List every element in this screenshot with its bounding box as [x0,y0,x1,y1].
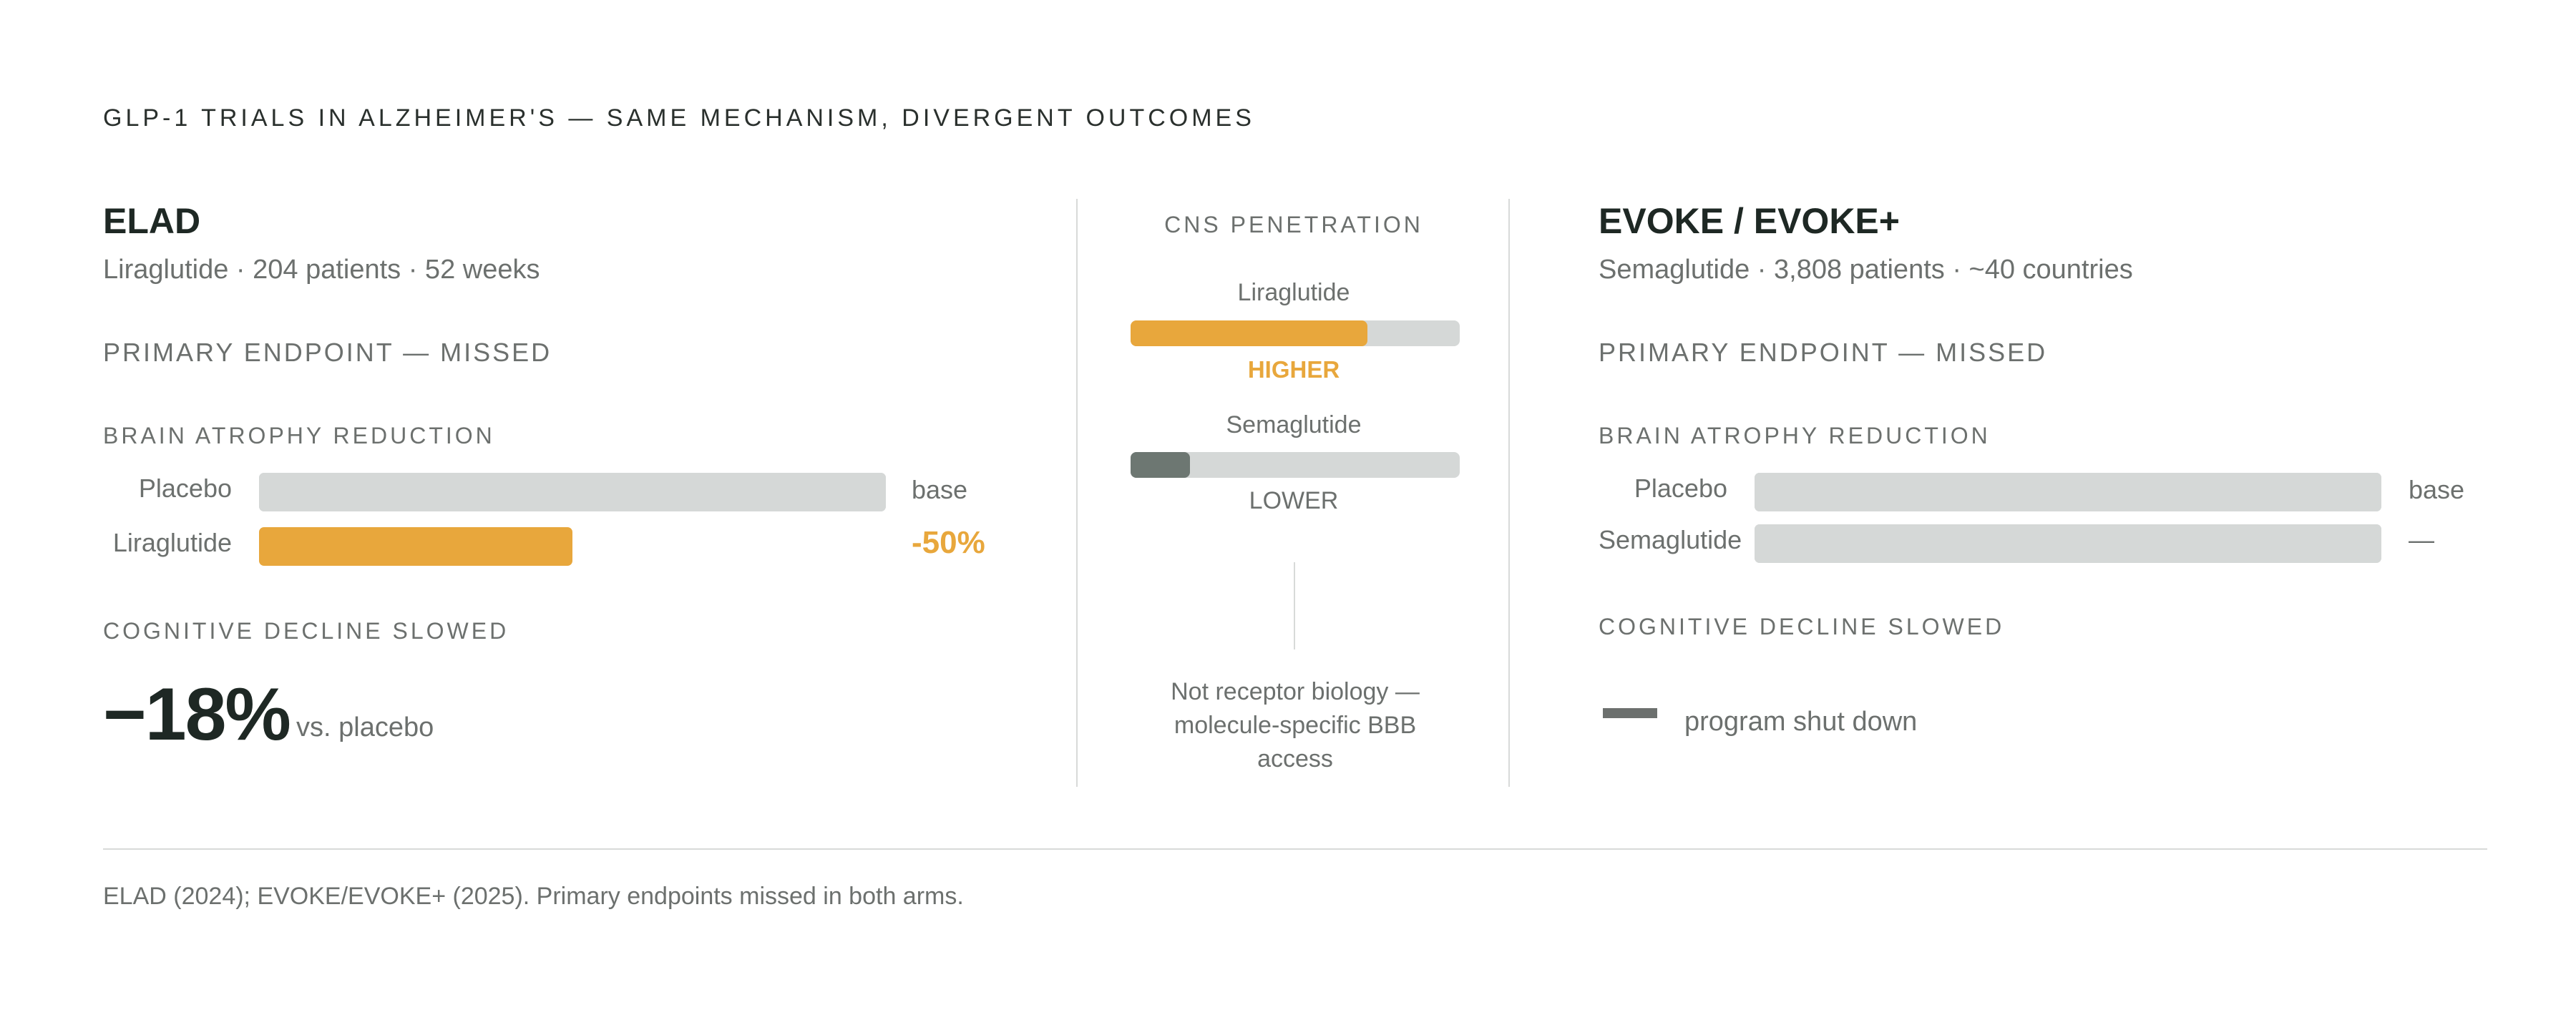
evoke-atrophy-label: BRAIN ATROPHY REDUCTION [1599,423,1991,448]
cns-bar-liraglutide [1131,320,1368,346]
elad-atrophy-label: BRAIN ATROPHY REDUCTION [103,423,495,448]
evoke-bar-track-placebo [1755,473,2381,511]
evoke-bar-label-placebo: Placebo [1634,474,1727,503]
elad-cognitive-note: vs. placebo [296,712,434,742]
elad-bar-track-liraglutide [259,527,886,566]
elad-bar-value-placebo: base [912,475,968,504]
elad-bar-label-placebo: Placebo [138,474,232,503]
evoke-bar-value-placebo: base [2409,475,2465,504]
elad-title: ELAD [103,201,201,241]
evoke-title: EVOKE / EVOKE+ [1599,201,1900,241]
cns-level-liraglutide: HIGHER [1247,356,1340,383]
elad-cognitive-label: COGNITIVE DECLINE SLOWED [103,618,509,644]
evoke-program-status: program shut down [1684,707,1918,737]
elad-bar-placebo [259,473,886,511]
cns-connector-line [1294,562,1295,649]
cns-bar-semaglutide [1131,452,1190,478]
evoke-bar-track-semaglutide [1755,524,2381,563]
footnote: ELAD (2024); EVOKE/EVOKE+ (2025). Primar… [103,883,964,910]
cns-track-liraglutide [1131,320,1460,346]
footer-divider [103,848,2487,850]
elad-subtitle: Liraglutide · 204 patients · 52 weeks [103,255,540,285]
elad-endpoint-status: PRIMARY ENDPOINT — MISSED [103,338,552,367]
right-column-divider [1508,199,1510,787]
cns-track-semaglutide [1131,452,1460,478]
evoke-bar-placebo [1755,473,2381,511]
evoke-endpoint-status: PRIMARY ENDPOINT — MISSED [1599,338,2048,367]
page-headline: GLP-1 TRIALS IN ALZHEIMER'S — SAME MECHA… [103,104,1255,132]
elad-bar-liraglutide [259,527,572,566]
cns-level-semaglutide: LOWER [1249,487,1339,514]
elad-bar-track-placebo [259,473,886,511]
elad-bar-value-liraglutide: -50% [912,525,985,560]
no-effect-dash-icon [1603,708,1657,718]
evoke-subtitle: Semaglutide · 3,808 patients · ~40 count… [1599,255,2133,285]
cns-label-liraglutide: Liraglutide [1237,279,1350,306]
cns-label-semaglutide: Semaglutide [1226,411,1362,438]
elad-bar-label-liraglutide: Liraglutide [112,528,232,557]
evoke-cognitive-label: COGNITIVE DECLINE SLOWED [1599,614,2005,639]
evoke-bar-semaglutide [1755,524,2381,563]
evoke-bar-value-semaglutide: — [2409,525,2434,554]
left-column-divider [1076,199,1078,787]
cns-note: Not receptor biology — molecule-specific… [1171,678,1420,773]
elad-cognitive-value: −18% [103,673,291,756]
cns-title: CNS PENETRATION [1164,212,1423,237]
evoke-bar-label-semaglutide: Semaglutide [1599,525,1742,554]
